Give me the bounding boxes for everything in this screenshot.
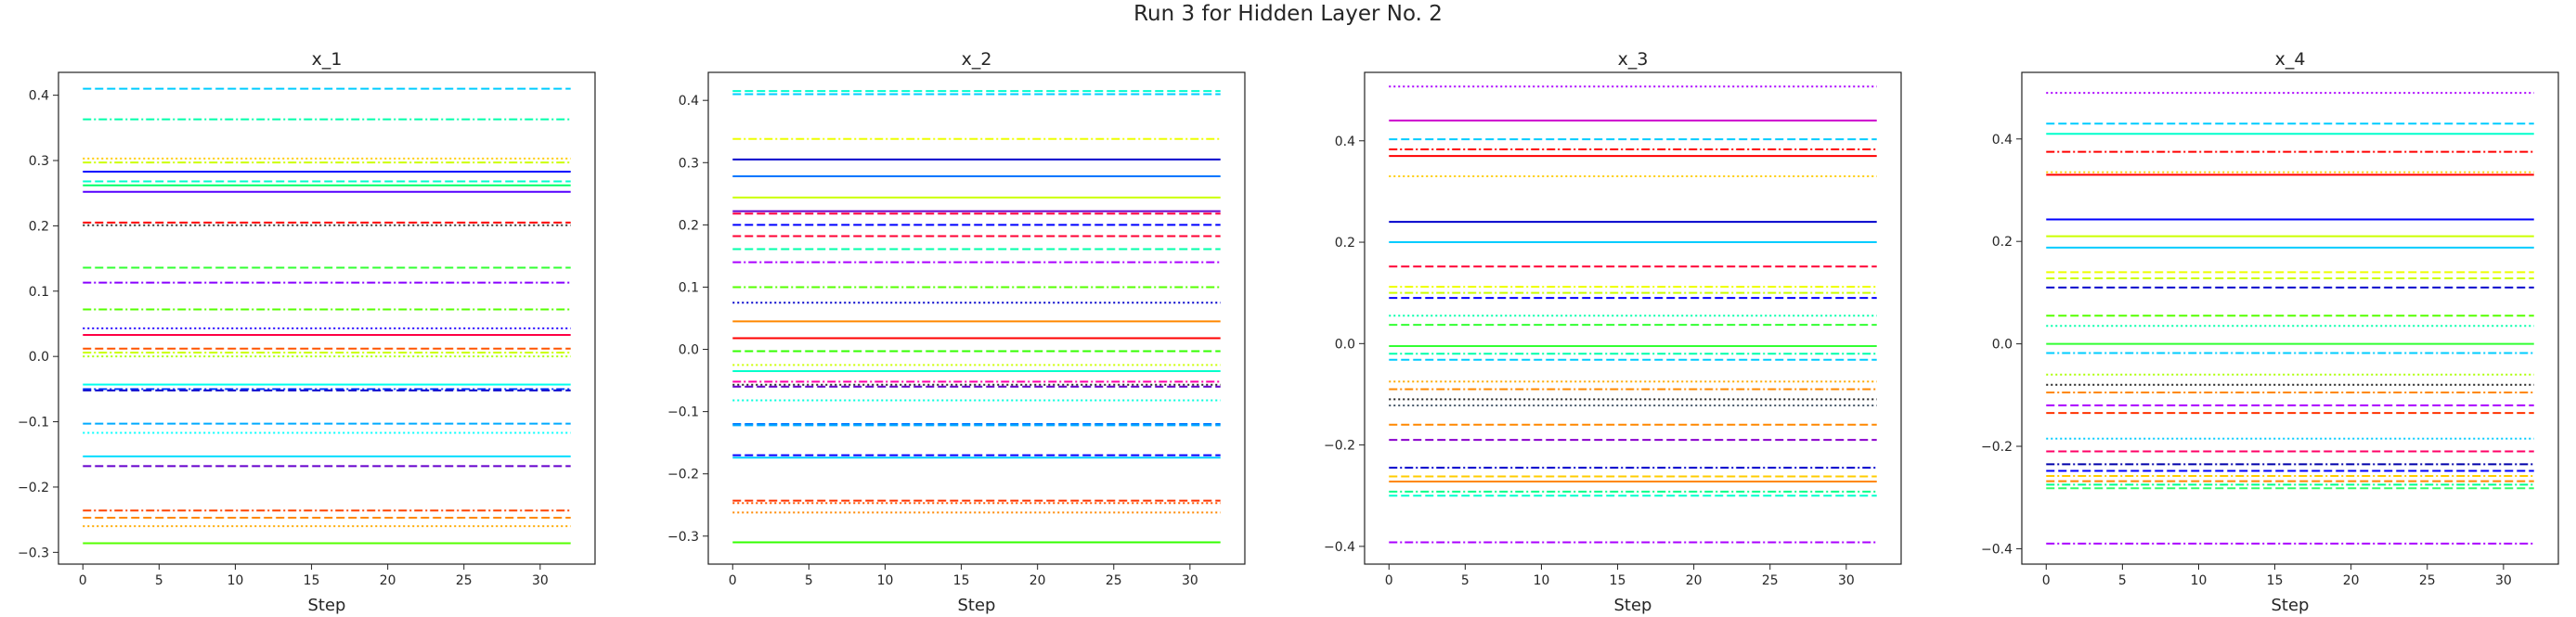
- x-tick-label: 10: [227, 573, 244, 588]
- x-tick-label: 5: [155, 573, 163, 588]
- x-axis-label: Step: [958, 596, 996, 615]
- y-tick-label: 0.3: [679, 156, 699, 171]
- axes-frame: [707, 71, 1246, 565]
- x-tick-label: 15: [1610, 573, 1626, 588]
- subplot-title: x_4: [2275, 49, 2306, 70]
- x-tick-label: 15: [304, 573, 320, 588]
- x-tick-label: 30: [1182, 573, 1198, 588]
- x-tick-label: 25: [1106, 573, 1122, 588]
- subplot-title: x_2: [962, 49, 992, 70]
- y-tick-label: 0.4: [1992, 133, 2013, 148]
- x-tick-label: 0: [79, 573, 87, 588]
- y-tick-label: 0.2: [679, 218, 699, 233]
- x-tick-label: 20: [1029, 573, 1046, 588]
- x-tick-label: 5: [1461, 573, 1469, 588]
- x-axis-label: Step: [2272, 596, 2310, 615]
- subplot-2: x_2 0 5 10 15 20 25 30 −0.3 −0.2 −0.1 0.0 0.1 0.2 0.3 0…: [667, 49, 1246, 615]
- subplot-4: x_4 0 5 10 15 20 25 30 −0.4 −0.2 0.0 0.2 0.4 Step: [1981, 49, 2559, 615]
- axes-frame: [1364, 71, 1902, 565]
- y-tick-label: 0.0: [1335, 337, 1355, 352]
- y-tick-label: 0.2: [29, 219, 49, 234]
- y-tick-label: 0.0: [679, 343, 699, 358]
- x-tick-label: 0: [729, 573, 737, 588]
- x-tick-label: 30: [532, 573, 549, 588]
- y-tick-label: 0.2: [1992, 235, 2013, 250]
- y-tick-label: −0.3: [18, 546, 49, 560]
- subplot-3: x_3 0 5 10 15 20 25 30 −0.4 −0.2 0.0 0.2 0.4 Step: [1324, 49, 1902, 615]
- y-tick-label: −0.2: [1981, 440, 2013, 455]
- axes-frame: [2021, 71, 2559, 565]
- y-tick-label: 0.0: [1992, 338, 2013, 353]
- y-tick-label: −0.1: [667, 405, 699, 420]
- y-tick-label: 0.1: [679, 280, 699, 295]
- x-tick-label: 15: [953, 573, 970, 588]
- x-tick-label: 10: [2191, 573, 2207, 588]
- y-tick-label: −0.2: [667, 468, 699, 482]
- y-tick-label: −0.2: [1324, 439, 1355, 454]
- x-tick-label: 0: [2042, 573, 2051, 588]
- y-tick-label: 0.4: [29, 89, 49, 104]
- y-tick-label: 0.2: [1335, 236, 1355, 251]
- figure-title: Run 3 for Hidden Layer No. 2: [1133, 2, 1443, 26]
- x-axis-label: Step: [308, 596, 346, 615]
- x-tick-label: 15: [2267, 573, 2284, 588]
- y-tick-label: −0.3: [667, 530, 699, 545]
- x-tick-label: 20: [380, 573, 396, 588]
- x-tick-label: 25: [456, 573, 472, 588]
- x-tick-label: 25: [1762, 573, 1779, 588]
- x-tick-label: 20: [2343, 573, 2360, 588]
- axes-frame: [58, 71, 596, 565]
- y-tick-label: 0.4: [679, 94, 699, 109]
- y-tick-label: −0.2: [18, 481, 49, 495]
- y-tick-label: 0.0: [29, 350, 49, 365]
- subplot-title: x_3: [1618, 49, 1649, 70]
- x-tick-label: 25: [2419, 573, 2436, 588]
- y-tick-label: −0.4: [1981, 542, 2013, 557]
- subplot-title: x_1: [312, 49, 343, 70]
- subplot-1: x_1 0 5 10 15 20 25 30 −0.3 −0.2 −0.1 0.0 0.1 0.2 0.3 0…: [18, 49, 596, 615]
- y-tick-label: 0.1: [29, 285, 49, 300]
- x-tick-label: 5: [805, 573, 813, 588]
- x-tick-label: 30: [2495, 573, 2512, 588]
- y-tick-label: 0.4: [1335, 135, 1355, 149]
- x-tick-label: 30: [1838, 573, 1855, 588]
- y-tick-label: −0.4: [1324, 540, 1355, 555]
- y-tick-label: −0.1: [18, 416, 49, 431]
- x-tick-label: 10: [1534, 573, 1550, 588]
- x-tick-label: 10: [877, 573, 894, 588]
- y-tick-label: 0.3: [29, 154, 49, 169]
- x-axis-label: Step: [1614, 596, 1652, 615]
- x-tick-label: 0: [1385, 573, 1393, 588]
- x-tick-label: 20: [1686, 573, 1702, 588]
- x-tick-label: 5: [2118, 573, 2127, 588]
